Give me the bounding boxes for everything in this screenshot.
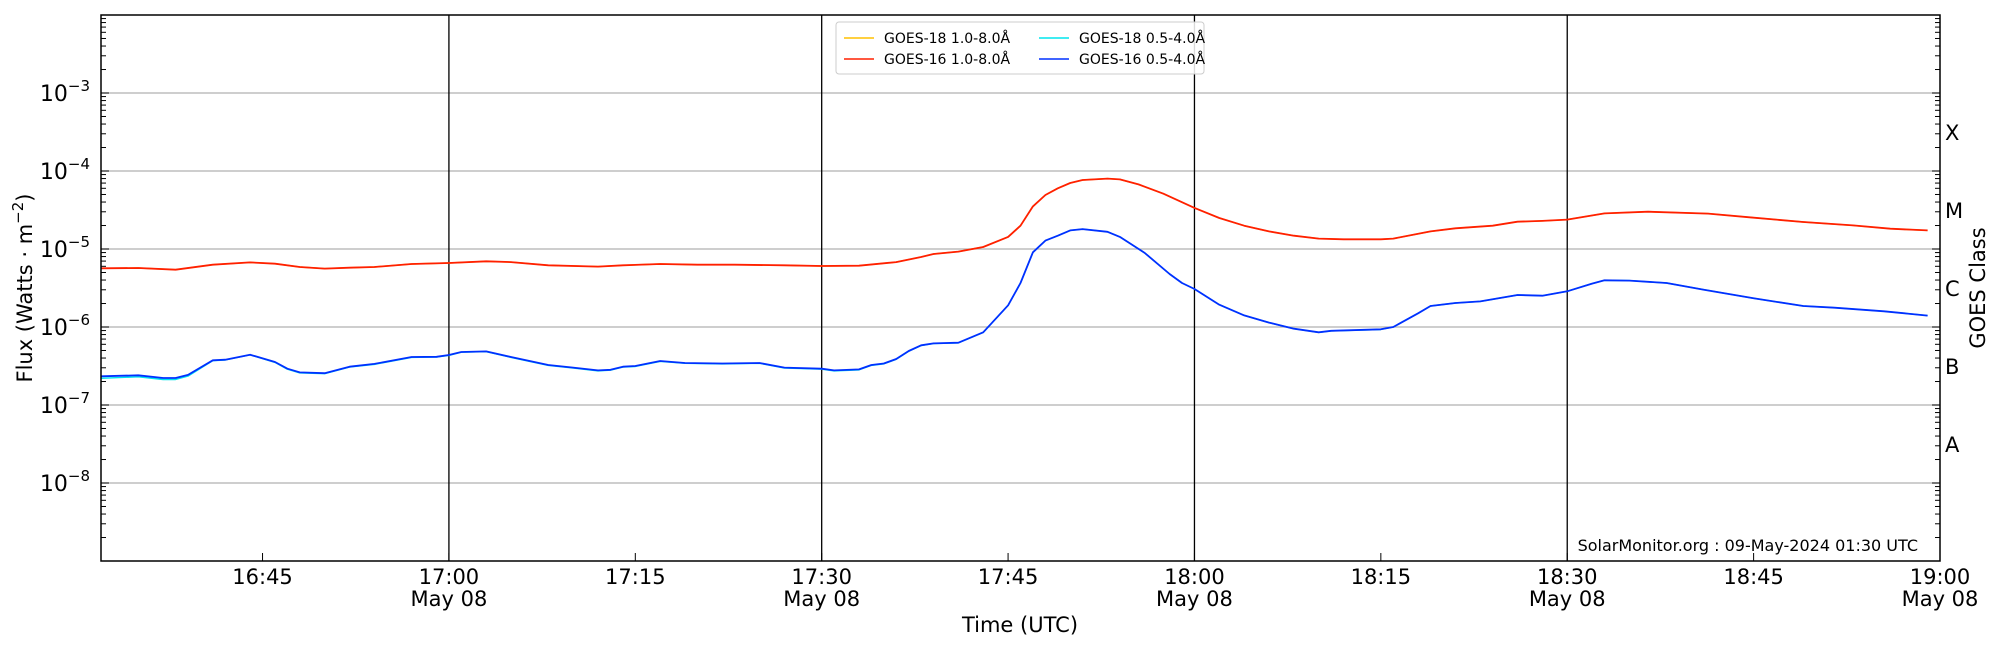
x-tick-label: 17:00: [419, 565, 480, 589]
x-axis-label: Time (UTC): [961, 613, 1078, 637]
y-tick-label: 10−7: [40, 389, 90, 419]
x-tick-label: 18:00: [1164, 565, 1225, 589]
y-axis-label: Flux (Watts · m−2): [9, 193, 37, 382]
gridlines: [101, 92, 1940, 484]
y-tick-labels: 10−310−410−510−610−710−8: [40, 77, 90, 497]
y-axis-label-exponent: −2: [9, 202, 27, 224]
series-line-goes-16-1-0-8-0-: [100, 177, 1928, 271]
plot-frame: [100, 14, 1941, 562]
x-tick-label: 17:30: [791, 565, 852, 589]
legend-entry-label: GOES-18 1.0-8.0Å: [884, 30, 1010, 47]
legend: GOES-18 1.0-8.0Å GOES-18 0.5-4.0Å GOES-16 …: [835, 21, 1205, 75]
goes-class-label: M: [1945, 199, 1963, 223]
y-axis-label-close: ): [13, 193, 37, 201]
y-tick-exponent: −8: [68, 467, 90, 485]
source-annotation: SolarMonitor.org : 09-May-2024 01:30 UTC: [1578, 536, 1918, 555]
x-tick-date-label: May 08: [1529, 587, 1606, 611]
goes-class-axis-label: GOES Class: [1966, 227, 1990, 348]
x-tick-label: 17:15: [605, 565, 666, 589]
y-axis-label-main: Flux (Watts · m: [13, 224, 37, 383]
series-line-goes-16-0-5-4-0-: [100, 228, 1928, 379]
series-lines: [100, 177, 1928, 381]
series-line-goes-18-1-0-8-0-: [100, 177, 1928, 271]
series-line-goes-18-0-5-4-0-: [100, 228, 1928, 381]
legend-entry-label: GOES-18 0.5-4.0Å: [1079, 30, 1205, 47]
y-tick-label: 10−8: [40, 467, 90, 497]
axis-ticks: [101, 18, 1941, 562]
goes-class-label: X: [1945, 121, 1959, 145]
y-tick-exponent: −6: [68, 311, 90, 329]
y-tick-base: 10: [40, 160, 68, 185]
legend-box: [835, 21, 1205, 75]
y-tick-label: 10−4: [40, 155, 90, 185]
y-tick-base: 10: [40, 238, 68, 263]
y-tick-exponent: −3: [68, 77, 90, 95]
y-tick-label: 10−3: [40, 77, 90, 107]
x-tick-label: 16:45: [232, 565, 293, 589]
y-tick-base: 10: [40, 316, 68, 341]
y-tick-base: 10: [40, 82, 68, 107]
y-tick-exponent: −4: [68, 155, 90, 173]
goes-class-label: B: [1945, 355, 1959, 379]
y-tick-base: 10: [40, 394, 68, 419]
y-tick-exponent: −5: [68, 233, 90, 251]
x-tick-date-label: May 08: [1156, 587, 1233, 611]
y-tick-label: 10−6: [40, 311, 90, 341]
goes-class-label: A: [1945, 433, 1960, 457]
x-tick-label: 19:00: [1910, 565, 1971, 589]
x-tick-label: 18:15: [1351, 565, 1412, 589]
legend-entry-label: GOES-16 0.5-4.0Å: [1079, 51, 1205, 68]
legend-entry-label: GOES-16 1.0-8.0Å: [884, 51, 1010, 68]
x-tick-date-label: May 08: [1902, 587, 1979, 611]
y-tick-base: 10: [40, 472, 68, 497]
x-tick-label: 17:45: [978, 565, 1039, 589]
x-tick-date-label: May 08: [411, 587, 488, 611]
goes-class-labels: X M C B A: [1945, 121, 1963, 457]
y-tick-label: 10−5: [40, 233, 90, 263]
x-tick-label: 18:45: [1723, 565, 1784, 589]
date-marker-lines: [448, 15, 1568, 561]
y-tick-exponent: −7: [68, 389, 90, 407]
x-tick-label: 18:30: [1537, 565, 1598, 589]
goes-class-label: C: [1945, 277, 1960, 301]
x-tick-date-label: May 08: [783, 587, 860, 611]
